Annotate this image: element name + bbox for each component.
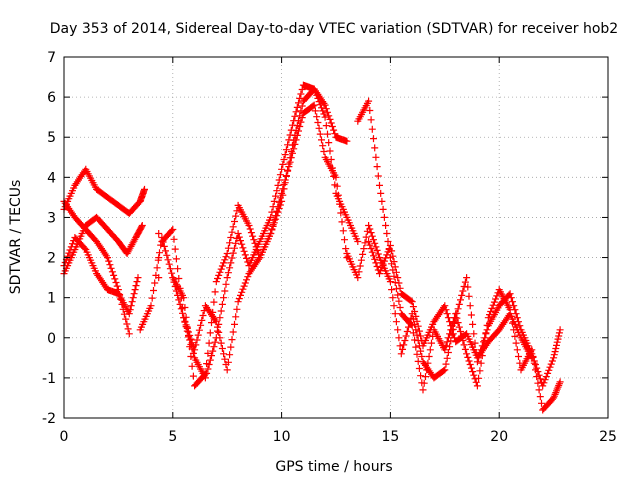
plot-border (63, 56, 609, 419)
data-point-markers (169, 85, 362, 390)
x-tick-label: 25 (599, 429, 617, 445)
x-axis-label: GPS time / hours (275, 459, 392, 475)
y-axis-label: SDTVAR / TECUs (8, 180, 24, 295)
series-trace-7 (169, 85, 362, 390)
axis-ticks: 0 5 10 15 20 25 -2 -1 0 1 2 3 4 5 6 7 (42, 50, 617, 445)
x-tick-label: 5 (168, 429, 177, 445)
y-tick-label: 1 (47, 291, 56, 307)
y-tick-label: 4 (47, 170, 56, 186)
y-tick-label: 5 (47, 130, 56, 146)
series-layer (60, 81, 564, 414)
y-tick-label: 0 (47, 331, 56, 347)
chart-title: Day 353 of 2014, Sidereal Day-to-day VTE… (50, 21, 618, 37)
series-isolated-points (155, 230, 163, 282)
data-point-markers (343, 222, 564, 390)
x-tick-label: 0 (60, 429, 69, 445)
y-tick-label: -2 (42, 411, 56, 427)
y-tick-label: 2 (47, 251, 56, 267)
data-point-markers (365, 238, 536, 362)
y-tick-label: 6 (47, 90, 56, 106)
x-tick-label: 10 (273, 429, 291, 445)
y-tick-label: 3 (47, 210, 56, 226)
y-tick-label: -1 (42, 371, 56, 387)
data-point-markers (155, 230, 163, 282)
y-tick-label: 7 (47, 50, 56, 66)
series-trace-10 (365, 238, 536, 362)
x-tick-label: 15 (381, 429, 399, 445)
x-tick-label: 20 (490, 429, 508, 445)
series-trace-9 (343, 222, 564, 390)
